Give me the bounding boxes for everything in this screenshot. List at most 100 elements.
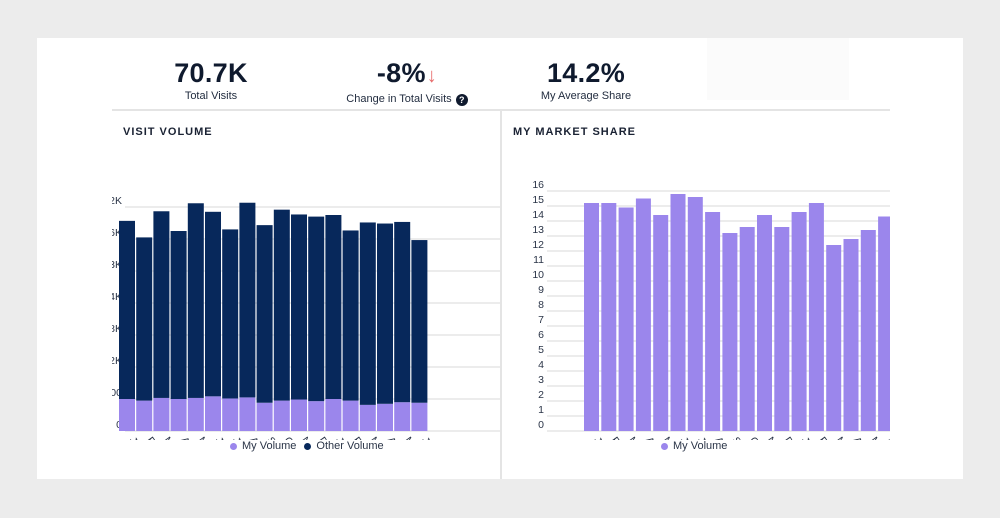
bar-my-volume (153, 397, 170, 431)
bar-my-volume (757, 215, 772, 431)
kpi-total-visits: 70.7K Total Visits (161, 58, 261, 103)
visit-volume-chart: 06001.2K1.8K2.4K3K3.6K4.2KJan '23FebMarA… (112, 195, 500, 440)
bar-my-volume (394, 402, 411, 431)
x-tick-label: Aug (712, 435, 733, 440)
bar-my-volume (377, 403, 393, 431)
bar-other-volume (239, 202, 256, 398)
kpi-change-row: -8%↓ (342, 58, 472, 91)
bar-my-volume (325, 399, 342, 431)
y-tick-label: 2 (538, 389, 544, 401)
bar-other-volume (377, 223, 393, 404)
bar-my-volume (826, 245, 842, 431)
visit-volume-title: VISIT VOLUME (123, 126, 213, 138)
bar-my-volume (239, 397, 256, 431)
y-tick-label: 16 (532, 179, 544, 191)
x-tick-label: May (402, 435, 424, 440)
x-tick-label: Oct (281, 435, 300, 440)
visit-volume-legend: My Volume Other Volume (230, 440, 392, 452)
kpi-change: -8%↓ Change in Total Visits? (342, 58, 472, 106)
y-tick-label: 14 (532, 209, 544, 221)
bar-other-volume (394, 221, 411, 403)
kpi-average-share-value: 14.2% (546, 58, 626, 88)
dashboard-card: 70.7K Total Visits -8%↓ Change in Total … (37, 38, 963, 479)
y-tick-label: 3K (112, 259, 122, 271)
x-tick-label: Sep (264, 435, 285, 440)
y-tick-label: 2.4K (112, 291, 122, 303)
divider-horizontal (112, 109, 890, 111)
legend-label: My Volume (242, 440, 297, 452)
bar-other-volume (136, 237, 153, 401)
bar-my-volume (653, 215, 669, 431)
legend-item-other-volume: Other Volume (304, 440, 384, 452)
legend-dot-icon (304, 442, 312, 450)
bar-my-volume (670, 194, 686, 431)
bar-other-volume (291, 214, 307, 400)
bar-my-volume (618, 207, 634, 431)
x-tick-label: Mar (367, 435, 387, 440)
x-tick-label: Nov (764, 435, 785, 440)
bar-other-volume (170, 231, 187, 399)
x-tick-label: Jun '24 (885, 435, 890, 440)
bar-my-volume (584, 203, 599, 431)
y-tick-label: 5 (538, 344, 544, 356)
bar-my-volume (705, 212, 721, 431)
x-tick-label: Feb (816, 435, 836, 440)
bar-my-volume (843, 239, 859, 431)
bar-other-volume (411, 240, 428, 403)
kpi-total-visits-label: Total Visits (184, 90, 238, 102)
bar-other-volume (119, 220, 135, 399)
legend-label: My Volume (673, 440, 728, 452)
x-tick-label: Apr (851, 435, 870, 440)
bar-other-volume (325, 215, 342, 399)
x-tick-label: Jul (695, 435, 713, 440)
y-tick-label: 3.6K (112, 227, 122, 239)
bar-other-volume (153, 211, 170, 398)
bar-my-volume (722, 233, 738, 431)
x-tick-label: Feb (350, 435, 370, 440)
y-tick-label: 0 (538, 419, 544, 431)
y-tick-label: 10 (532, 269, 544, 281)
y-tick-label: 9 (538, 284, 544, 296)
x-tick-label: May (868, 435, 890, 440)
bar-other-volume (187, 203, 204, 398)
x-tick-label: Aug (247, 435, 268, 440)
legend-item-my-volume: My Volume (230, 440, 296, 452)
help-icon[interactable]: ? (455, 94, 468, 106)
bar-my-volume (687, 197, 703, 431)
bar-my-volume (878, 216, 890, 431)
x-tick-label: Dec (781, 435, 802, 440)
x-tick-label: Apr (178, 435, 197, 440)
y-tick-label: 13 (532, 224, 544, 236)
x-tick-label: Apr (385, 435, 404, 440)
x-tick-label: Feb (608, 435, 628, 440)
bar-my-volume (774, 227, 790, 431)
y-tick-label: 1.8K (112, 323, 122, 335)
y-tick-label: 3 (538, 374, 544, 386)
kpi-average-share: 14.2% My Average Share (536, 58, 636, 103)
bar-my-volume (222, 398, 239, 431)
bar-other-volume (205, 211, 221, 397)
x-tick-label: Jun (678, 435, 698, 440)
x-tick-label: Jul (230, 435, 248, 440)
x-tick-label: Jun (213, 435, 233, 440)
bar-other-volume (256, 225, 273, 403)
legend-label: Other Volume (316, 440, 384, 452)
bar-my-volume (635, 198, 651, 431)
bar-other-volume (342, 230, 359, 401)
x-tick-label: Apr (643, 435, 662, 440)
legend-item-my-volume: My Volume (661, 440, 727, 452)
y-tick-label: 12 (532, 239, 544, 251)
market-share-title: MY MARKET SHARE (513, 126, 636, 138)
x-tick-label: May (195, 435, 217, 440)
bar-other-volume (273, 209, 290, 401)
legend-dot-icon (661, 442, 668, 450)
bar-my-volume (291, 399, 307, 431)
x-tick-label: Feb (144, 435, 164, 440)
bar-my-volume (359, 404, 376, 431)
market-share-legend: My Volume (661, 440, 735, 452)
x-tick-label: Dec (316, 435, 337, 440)
arrow-down-icon: ↓ (426, 65, 438, 87)
bar-my-volume (273, 400, 290, 431)
bar-my-volume (601, 203, 617, 431)
bar-my-volume (808, 203, 824, 431)
